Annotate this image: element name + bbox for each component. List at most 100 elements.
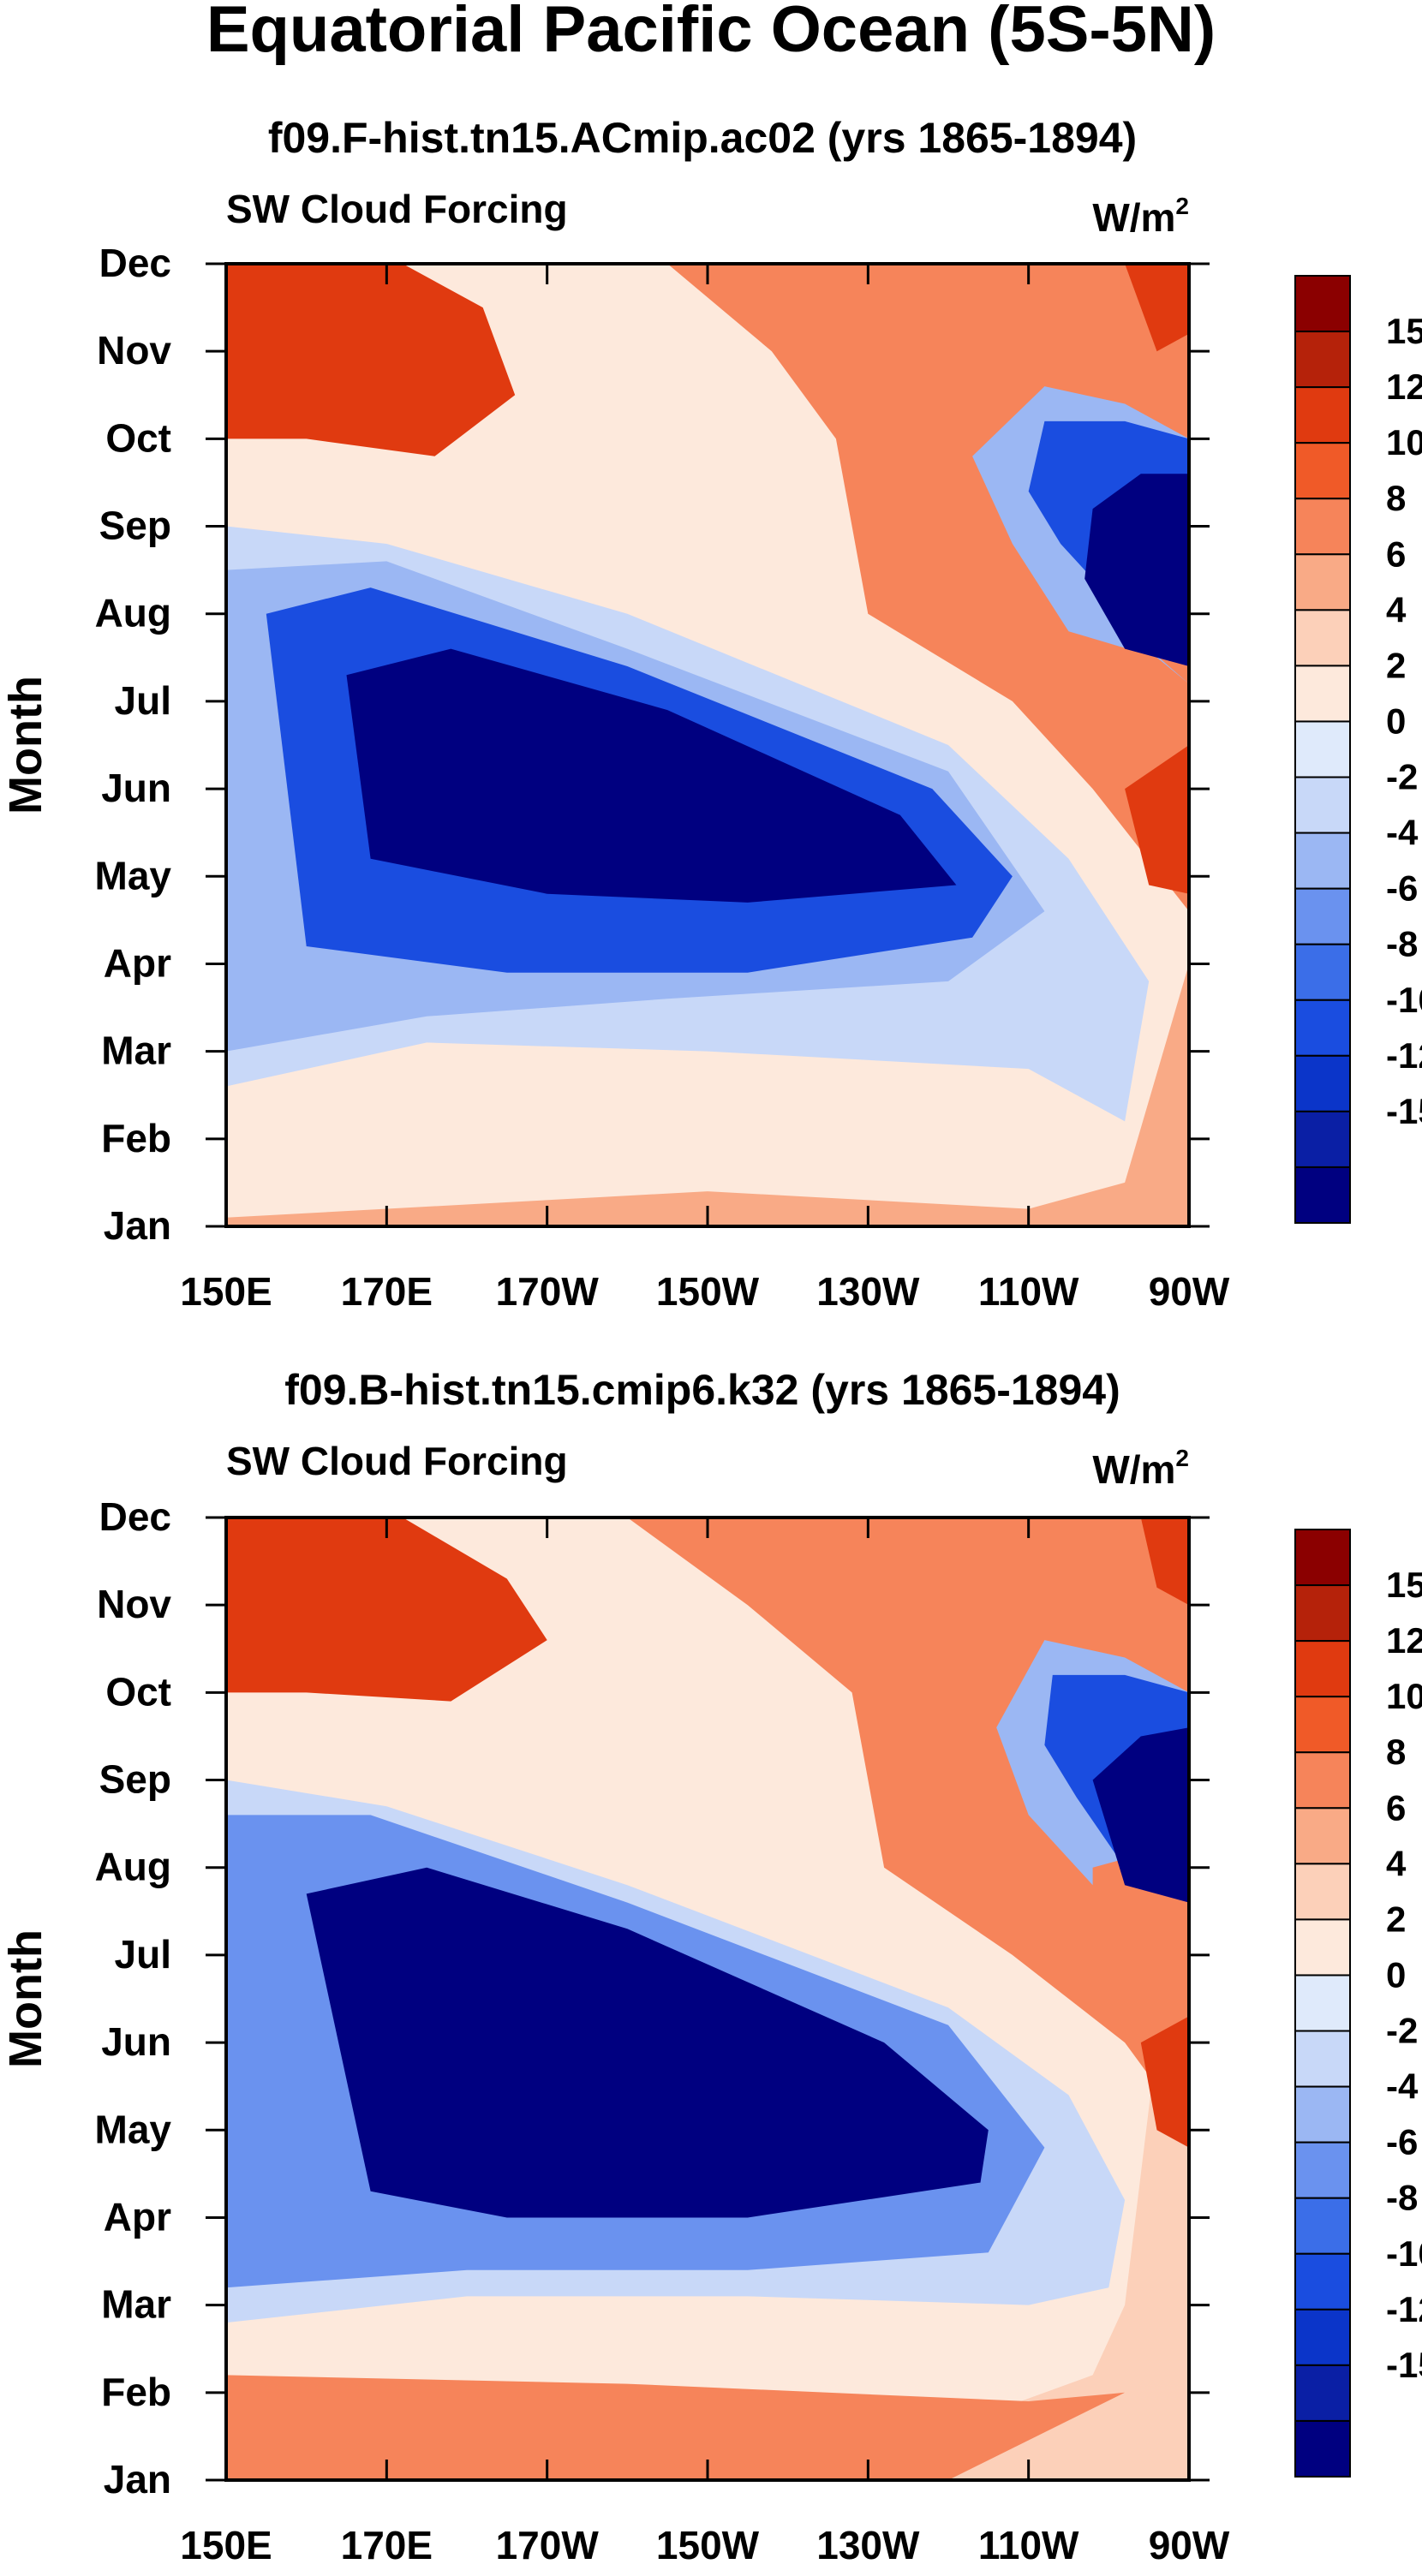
units-label: W/m2: [1092, 193, 1189, 240]
panel-subtitle: f09.B-hist.tn15.cmip6.k32 (yrs 1865-1894…: [284, 1366, 1120, 1414]
colorbar-label: 15: [1386, 1565, 1422, 1605]
colorbar-box: [1294, 386, 1351, 444]
colorbar-label: 0: [1386, 1954, 1406, 1995]
colorbar-label: 12: [1386, 1620, 1422, 1661]
colorbar-label: -12: [1386, 2289, 1422, 2329]
colorbar-label: 15: [1386, 311, 1422, 351]
y-tick-label: Jan: [104, 2457, 171, 2501]
colorbar-label: 10: [1386, 422, 1422, 462]
colorbar-box: [1294, 2364, 1351, 2422]
colorbar-box: [1294, 887, 1351, 945]
y-tick-label: May: [95, 2107, 172, 2151]
axis-ticks: 150E 170E 170W 150W 130W 110W 90W Jan Feb Mar Apr M…: [95, 1494, 1230, 2567]
contour-region: [226, 1518, 547, 1702]
x-tick-label: 170E: [341, 1269, 433, 1314]
colorbar-label: -10: [1386, 2233, 1422, 2274]
y-tick-label: Mar: [101, 1029, 171, 1073]
colorbar-label: 4: [1386, 589, 1407, 629]
panel-top: f09.F-hist.tn15.ACmip.ac02 (yrs 1865-189…: [0, 114, 1422, 1314]
colorbar-box: [1294, 331, 1351, 389]
colorbar-box: [1294, 1529, 1351, 1587]
y-tick-label: Feb: [101, 2370, 171, 2414]
panel-bottom: f09.B-hist.tn15.cmip6.k32 (yrs 1865-1894…: [0, 1366, 1422, 2567]
colorbar-label: 4: [1386, 1843, 1407, 1883]
colorbar-label: -2: [1386, 757, 1418, 797]
colorbar-box: [1294, 776, 1351, 834]
y-tick-label: Mar: [101, 2282, 171, 2327]
y-tick-label: Jan: [104, 1203, 171, 1248]
x-tick-label: 130W: [816, 2523, 920, 2567]
colorbar-box: [1294, 1054, 1351, 1112]
colorbar-box: [1294, 1640, 1351, 1698]
colorbar-box: [1294, 1751, 1351, 1810]
colorbar-label: -6: [1386, 2122, 1418, 2162]
colorbar-box: [1294, 498, 1351, 556]
y-tick-label: Nov: [97, 1582, 171, 1626]
colorbar-label: 8: [1386, 478, 1406, 518]
contour-region: [1125, 264, 1189, 352]
variable-label: SW Cloud Forcing: [226, 1439, 568, 1483]
x-tick-label: 150E: [180, 2523, 272, 2567]
colorbar-label: 0: [1386, 701, 1406, 741]
x-tick-label: 90W: [1149, 2523, 1230, 2567]
y-axis-label: Month: [0, 676, 51, 814]
contour-region: [306, 1867, 989, 2218]
y-tick-label: Feb: [101, 1116, 171, 1160]
x-tick-label: 150W: [656, 1269, 760, 1314]
y-tick-label: Sep: [99, 504, 171, 548]
colorbar-box: [1294, 1110, 1351, 1168]
y-tick-label: Oct: [105, 1669, 171, 1714]
x-tick-label: 110W: [978, 1269, 1079, 1314]
colorbar-label: -4: [1386, 813, 1419, 853]
colorbar-label: 10: [1386, 1676, 1422, 1716]
colorbar-box: [1294, 1166, 1351, 1224]
contour-region: [1084, 474, 1189, 666]
colorbar: 15 12 10 8 6 4 2 0 -2 -4 -6 -8 -10 -12 -15: [1294, 275, 1422, 1224]
colorbar-box: [1294, 1974, 1351, 2032]
y-tick-label: Oct: [105, 415, 171, 460]
y-tick-label: Apr: [104, 940, 171, 985]
colorbar-box: [1294, 1696, 1351, 1754]
colorbar-box: [1294, 2252, 1351, 2311]
colorbar-box: [1294, 720, 1351, 778]
colorbar-box: [1294, 999, 1351, 1057]
x-tick-label: 150W: [656, 2523, 760, 2567]
heatmap-fields: [226, 264, 1189, 1226]
colorbar-box: [1294, 2419, 1351, 2478]
x-tick-label: 170W: [496, 2523, 600, 2567]
colorbar-label: -10: [1386, 980, 1422, 1020]
colorbar-box: [1294, 2308, 1351, 2366]
colorbar-box: [1294, 553, 1351, 611]
x-tick-label: 110W: [978, 2523, 1079, 2567]
colorbar-box: [1294, 2141, 1351, 2199]
y-axis-label: Month: [0, 1929, 51, 2068]
colorbar-label: 6: [1386, 1787, 1406, 1828]
y-tick-label: Jul: [115, 1932, 171, 1977]
y-tick-label: Jun: [101, 766, 171, 810]
y-tick-label: Dec: [99, 241, 171, 285]
colorbar-box: [1294, 2197, 1351, 2255]
colorbar-label: -4: [1386, 2066, 1419, 2107]
contour-region: [1140, 1518, 1189, 1606]
x-tick-label: 170W: [496, 1269, 600, 1314]
variable-label: SW Cloud Forcing: [226, 187, 568, 231]
y-tick-label: Sep: [99, 1757, 171, 1802]
y-tick-label: Aug: [95, 591, 171, 635]
colorbar-label: -8: [1386, 924, 1418, 964]
colorbar-box: [1294, 1807, 1351, 1865]
colorbar-label: -12: [1386, 1035, 1422, 1076]
y-tick-label: Nov: [97, 328, 171, 373]
colorbar-box: [1294, 1863, 1351, 1921]
y-tick-label: May: [95, 853, 172, 897]
y-tick-label: Jun: [101, 2019, 171, 2064]
colorbar-label: -8: [1386, 2178, 1418, 2218]
x-tick-label: 130W: [816, 1269, 920, 1314]
colorbar-label: -15: [1386, 1091, 1422, 1131]
colorbar-box: [1294, 1918, 1351, 1977]
axis-ticks: 150E 170E 170W 150W 130W 110W 90W Jan Feb Mar Apr M…: [95, 241, 1230, 1314]
x-tick-label: 90W: [1149, 1269, 1230, 1314]
contour-region: [226, 2375, 1126, 2480]
contour-region: [1125, 745, 1189, 894]
colorbar-label: 6: [1386, 534, 1406, 574]
